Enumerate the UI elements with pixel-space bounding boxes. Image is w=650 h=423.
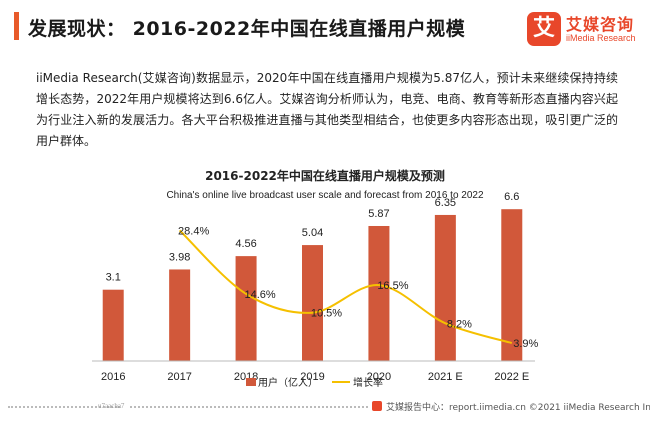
bar-value-label: 5.04 [302,227,323,239]
bar-value-label: 6.6 [504,191,519,203]
legend-swatch-bar [246,378,256,386]
bar-2021-e [434,214,456,361]
bar-value-label: 3.98 [169,251,190,263]
growth-rate-label: 10.5% [311,308,342,320]
footer-logo-icon [372,401,382,411]
bar-2017 [169,269,191,361]
chart-subtitle: China's online live broadcast user scale… [166,190,484,201]
growth-rate-label: 8.2% [447,318,472,330]
footer-divider-middle [130,406,368,410]
x-tick-label: 2019 [300,371,324,383]
growth-rate-label: 28.4% [178,225,209,237]
growth-rate-line [178,229,513,345]
x-tick-label: 2017 [167,371,191,383]
footer-code: u7aacha7 [98,402,125,410]
bar-value-label: 6.35 [435,197,456,209]
x-tick-label: 2021 E [428,371,463,383]
bar-value-label: 4.56 [235,238,256,250]
logo-chinese-name: 艾媒咨询 [566,15,635,34]
logo-mark-icon: 艾 [527,12,561,46]
growth-rate-label: 3.9% [513,338,538,350]
legend-label-users: 用户（亿人） [258,376,318,389]
x-tick-label: 2016 [101,371,125,383]
bar-value-label: 3.1 [106,272,121,284]
chart-legend: 用户（亿人） 增长率 [246,376,383,389]
footer-divider-left [8,406,120,410]
title-accent-bar [14,12,19,40]
iimedia-logo: 艾 艾媒咨询 iiMedia Research [527,10,645,50]
bar-value-label: 5.87 [368,208,389,220]
bar-2022-e [501,209,523,361]
growth-rate-label: 16.5% [377,280,408,292]
description-paragraph: iiMedia Research(艾媒咨询)数据显示，2020年中国在线直播用户… [36,71,618,148]
footer-source-text: 艾媒报告中心：report.iimedia.cn ©2021 iiMedia R… [386,403,650,413]
bar-2018 [235,256,257,361]
legend-label-growth: 增长率 [353,376,383,389]
page-title: 发展现状： 2016-2022年中国在线直播用户规模 [28,18,466,40]
bar-2020 [368,225,390,361]
x-tick-label: 2020 [367,371,391,383]
x-tick-label: 2022 E [494,371,529,383]
bar-2016 [102,289,124,361]
bar-2019 [302,245,323,361]
chart-title: 2016-2022年中国在线直播用户规模及预测 [205,168,445,183]
footer: u7aacha7 艾媒报告中心：report.iimedia.cn ©2021 … [0,398,650,423]
growth-rate-label: 14.6% [244,289,275,301]
logo-english-name: iiMedia Research [566,33,636,43]
